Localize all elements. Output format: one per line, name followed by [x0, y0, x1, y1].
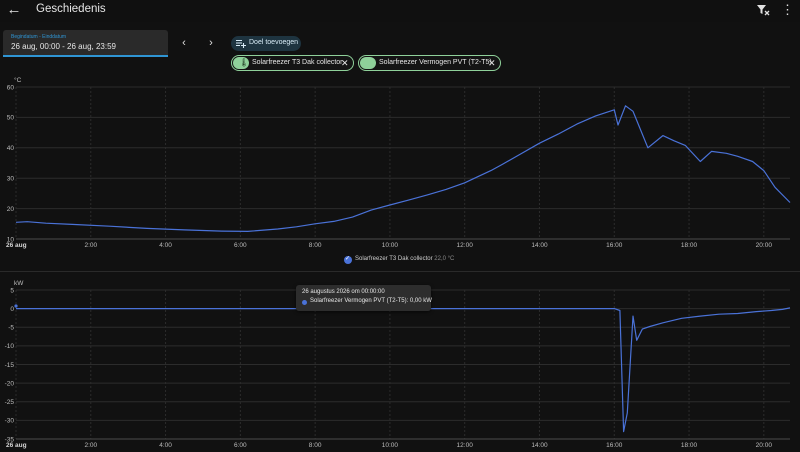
chip-temperature[interactable]: 🌡 Solarfreezer T3 Dak collector ✕ — [231, 55, 354, 71]
thermometer-icon: 🌡 — [233, 57, 249, 69]
chart-tooltip: 26 augustus 2026 om 00:00:00 Solarfreeze… — [296, 285, 432, 311]
hover-point — [14, 304, 18, 308]
chevron-left-icon[interactable]: ‹ — [182, 37, 186, 49]
series-line — [15, 105, 791, 232]
x-tick-label: 12:00 — [457, 442, 474, 449]
y-tick-label: 40 — [7, 145, 15, 152]
x-tick-label: 20:00 — [756, 442, 773, 449]
x-tick-label: 2:00 — [84, 242, 97, 249]
add-target-label: Doel toevoegen — [249, 39, 299, 46]
add-target-button[interactable]: Doel toevoegen — [231, 36, 301, 51]
arrow-left-icon[interactable]: ← — [6, 1, 22, 18]
legend-current-value: 22,0 °C — [434, 256, 455, 262]
x-tick-label: 10:00 — [382, 242, 399, 249]
date-range-value: 26 aug, 00:00 - 26 aug, 23:59 — [11, 42, 116, 51]
filter-remove-glyph — [757, 5, 770, 16]
x-tick-label: 6:00 — [234, 242, 247, 249]
close-icon[interactable]: ✕ — [341, 58, 349, 68]
check-circle-icon[interactable]: ✓ — [344, 256, 352, 264]
tooltip-series-dot — [302, 300, 307, 305]
playlist-plus-icon — [236, 39, 246, 48]
x-tick-label: 8:00 — [309, 442, 322, 449]
filter-remove-icon[interactable] — [756, 3, 770, 17]
close-icon[interactable]: ✕ — [488, 58, 496, 68]
x-tick-label: 14:00 — [531, 442, 548, 449]
chip-label: Solarfreezer Vermogen PVT (T2-T5) — [379, 59, 492, 66]
chevron-right-icon[interactable]: › — [209, 37, 213, 49]
y-axis-unit: kW — [14, 280, 24, 287]
x-tick-label: 8:00 — [309, 242, 322, 249]
x-tick-label: 26 aug — [6, 242, 27, 249]
x-tick-label: 16:00 — [606, 242, 623, 249]
y-tick-label: 50 — [7, 115, 15, 122]
dots-vertical-icon[interactable]: ⋮ — [781, 2, 794, 17]
y-tick-label: -30 — [5, 418, 15, 425]
legend-entry: Solarfreezer T3 Dak collector 22,0 °C — [355, 256, 454, 262]
page-title: Geschiedenis — [36, 3, 106, 15]
y-tick-label: -15 — [5, 362, 15, 369]
y-tick-label: 10 — [7, 236, 15, 243]
y-tick-label: 60 — [7, 84, 15, 91]
x-tick-label: 16:00 — [606, 442, 623, 449]
tooltip-title: 26 augustus 2026 om 00:00:00 — [302, 289, 385, 295]
chip-label: Solarfreezer T3 Dak collector — [252, 59, 343, 66]
x-tick-label: 18:00 — [681, 442, 698, 449]
tooltip-text: Solarfreezer Vermogen PVT (T2-T5): 0,00 … — [310, 298, 432, 304]
y-tick-label: 20 — [7, 206, 15, 213]
series-line — [16, 307, 791, 433]
y-tick-label: -25 — [5, 399, 15, 406]
date-range-picker[interactable]: Begindatum - Einddatum 26 aug, 00:00 - 2… — [3, 30, 168, 57]
x-tick-label: 26 aug — [6, 442, 27, 449]
y-tick-label: 30 — [7, 176, 15, 183]
y-tick-label: -20 — [5, 380, 15, 387]
x-tick-label: 6:00 — [234, 442, 247, 449]
y-tick-label: -35 — [5, 436, 15, 443]
y-axis-unit: °C — [14, 76, 22, 84]
x-tick-label: 4:00 — [159, 242, 172, 249]
y-tick-label: 5 — [10, 287, 14, 294]
y-tick-label: -10 — [5, 343, 15, 350]
chart-divider — [0, 271, 800, 272]
sensor-icon — [360, 57, 376, 69]
y-tick-label: -5 — [8, 325, 14, 332]
legend-series-name: Solarfreezer T3 Dak collector — [355, 256, 433, 262]
x-tick-label: 18:00 — [681, 242, 698, 249]
y-tick-label: 0 — [10, 306, 14, 313]
x-tick-label: 20:00 — [756, 242, 773, 249]
chip-power[interactable]: Solarfreezer Vermogen PVT (T2-T5) ✕ — [358, 55, 501, 71]
x-tick-label: 10:00 — [382, 442, 399, 449]
app-header — [0, 0, 800, 22]
x-tick-label: 14:00 — [531, 242, 548, 249]
date-range-label: Begindatum - Einddatum — [11, 34, 67, 40]
x-tick-label: 4:00 — [159, 442, 172, 449]
x-tick-label: 12:00 — [457, 242, 474, 249]
x-tick-label: 2:00 — [84, 442, 97, 449]
